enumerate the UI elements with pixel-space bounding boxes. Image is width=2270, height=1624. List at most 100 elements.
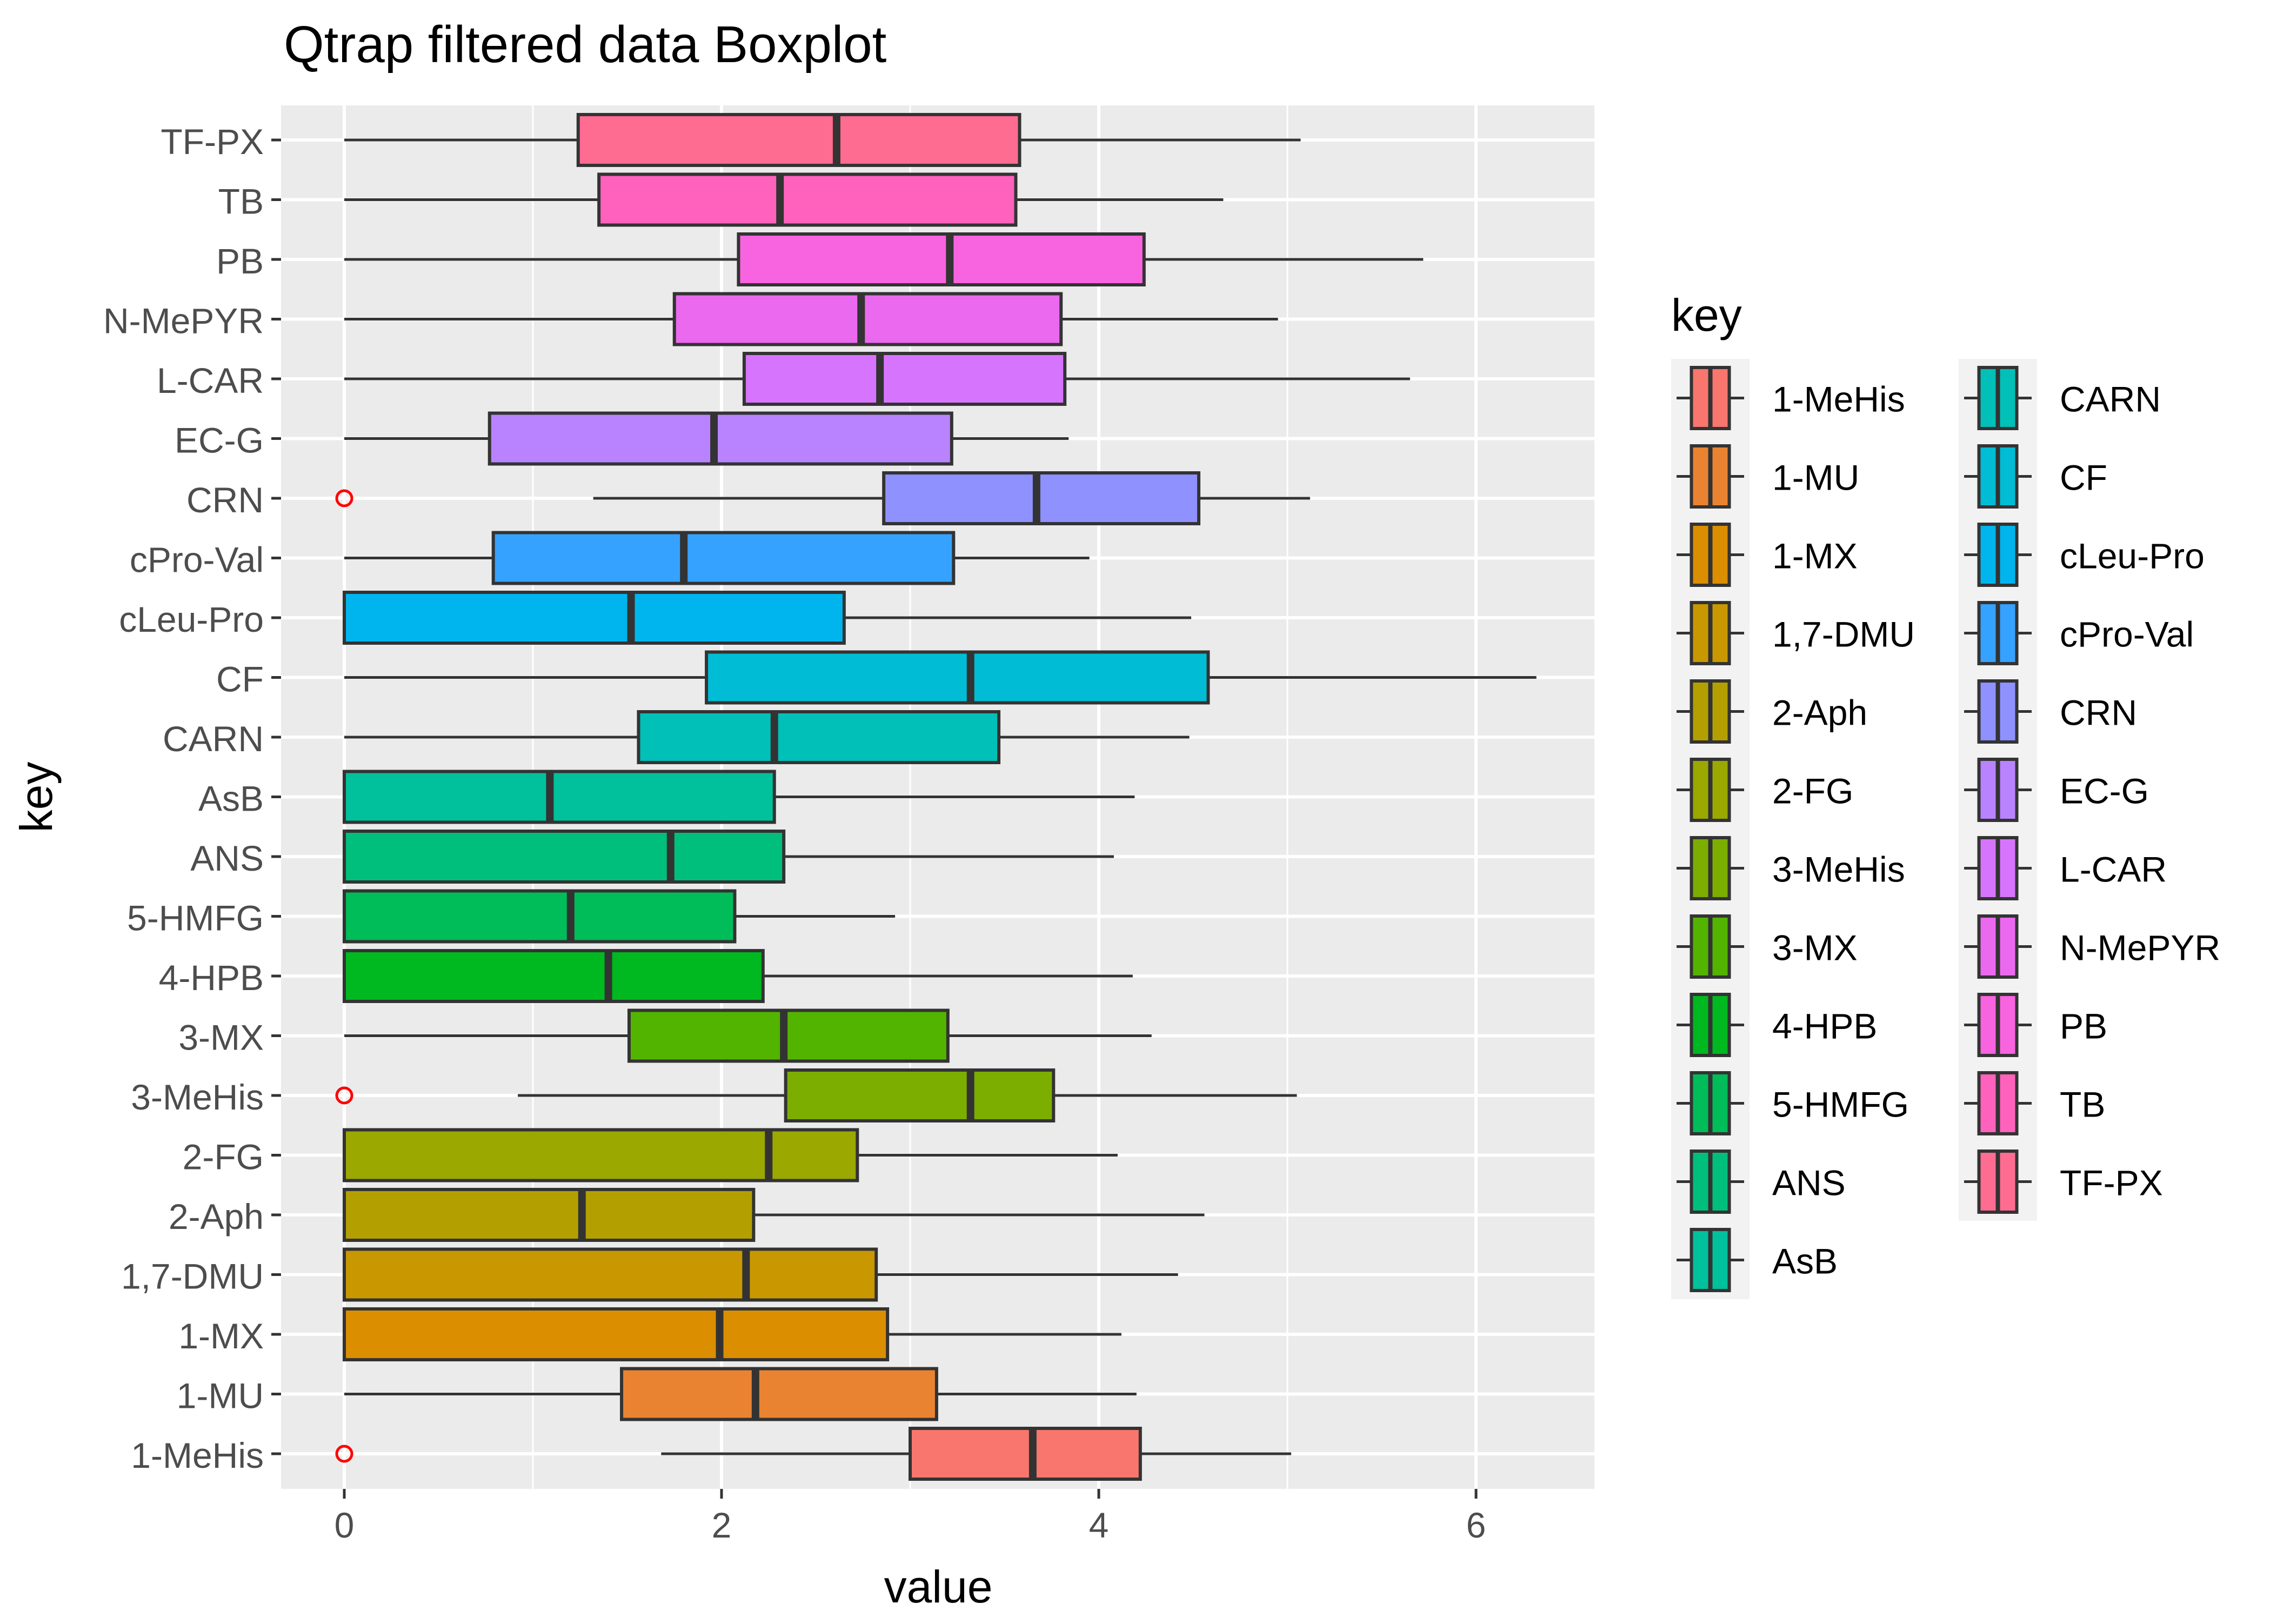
y-tick-label: L-CAR [157,360,264,400]
legend-title: key [1671,290,1742,340]
legend-item-cpro-val: cPro-Val [1964,601,2194,665]
y-tick-label: 3-MeHis [131,1077,264,1117]
box-ans [343,830,1114,884]
legend-label: 3-MeHis [1772,850,1905,890]
legend-label: TF-PX [2060,1163,2163,1203]
legend-label: 4-HPB [1772,1006,1877,1046]
box-1-mehis [335,1427,1291,1481]
legend-item-1-7-dmu: 1,7-DMU [1677,601,1915,665]
outlier-point [335,489,353,507]
box-body [491,531,956,585]
legend-label: 1-MX [1772,536,1858,576]
y-tick-label: 2-FG [183,1137,264,1177]
box-body [597,172,1018,227]
legend-item-3-mehis: 3-MeHis [1677,836,1905,900]
box-pb [344,232,1424,286]
box-crn [335,471,1310,525]
legend-label: CARN [2060,379,2161,419]
legend-item-1-mx: 1-MX [1677,523,1858,587]
box-3-mx [344,1008,1152,1063]
box-body [882,471,1200,525]
x-tick-label: 6 [1466,1505,1486,1545]
box-5-hmfg [343,889,896,944]
legend-item-cf: CF [1964,444,2107,509]
box-body [705,650,1210,705]
box-body [637,710,1001,764]
box-cpro-val [344,531,1090,585]
legend-label: N-MePYR [2060,928,2220,968]
box-3-mehis [335,1068,1297,1122]
legend-item-crn: CRN [1964,679,2137,744]
legend-item-pb: PB [1964,993,2107,1057]
box-body [620,1367,938,1421]
box-2-aph [343,1188,1205,1242]
box-2-fg [343,1128,1118,1182]
y-tick-label: 3-MX [178,1018,264,1058]
box-cleu-pro [343,591,1192,645]
legend-item-3-mx: 3-MX [1677,914,1858,979]
y-tick-label: cPro-Val [130,540,264,580]
legend-label: ANS [1772,1163,1846,1203]
legend-item-2-fg: 2-FG [1677,758,1853,822]
legend-item-carn: CARN [1964,366,2161,430]
outlier-point [335,1086,353,1105]
legend-label: EC-G [2060,771,2149,811]
y-tick-label: N-MePYR [103,301,264,341]
x-tick-label: 0 [335,1505,355,1545]
box-body [488,411,953,466]
y-tick-label: CARN [163,719,264,759]
box-body [343,949,765,1003]
box-tb [344,172,1224,227]
y-tick-label: cLeu-Pro [119,599,264,639]
legend-item-ec-g: EC-G [1964,758,2149,822]
legend: key 1-MeHis 1-MU 1-MX 1,7-DMU 2-Aph 2-FG 3-MeH… [1671,290,2220,1299]
x-axis: 0 2 4 6 [335,1489,1486,1545]
box-body [784,1068,1056,1122]
box-body [343,1307,890,1361]
y-tick-label: EC-G [175,420,264,460]
y-tick-label: 5-HMFG [127,898,264,938]
box-tf-px [344,113,1301,167]
box-4-hpb [343,949,1133,1003]
box-n-mepyr [344,292,1278,346]
y-tick-label: CF [216,659,264,699]
box-l-car [344,352,1410,406]
y-tick-label: 1,7-DMU [121,1257,264,1296]
legend-label: 2-Aph [1772,693,1867,733]
legend-label: L-CAR [2060,850,2167,890]
legend-item-tf-px: TF-PX [1964,1150,2163,1214]
legend-label: CRN [2060,693,2137,733]
x-tick-label: 2 [712,1505,732,1545]
legend-label: 1-MeHis [1772,379,1905,419]
box-body [627,1008,950,1063]
legend-label: AsB [1772,1241,1838,1281]
y-tick-label: 1-MU [177,1376,264,1416]
legend-label: cPro-Val [2060,614,2194,654]
legend-item-5-hmfg: 5-HMFG [1677,1071,1909,1135]
y-tick-label: PB [216,241,264,281]
x-axis-label: value [884,1561,993,1612]
box-ec-g [344,411,1069,466]
legend-label: 2-FG [1772,771,1853,811]
legend-label: TB [2060,1085,2105,1125]
y-tick-label: AsB [198,779,264,819]
legend-item-2-aph: 2-Aph [1677,679,1867,744]
chart-title: Qtrap filtered data Boxplot [284,16,886,73]
box-1-mx [343,1307,1121,1361]
legend-item-1-mu: 1-MU [1677,444,1859,509]
legend-item-tb: TB [1964,1071,2105,1135]
legend-item-l-car: L-CAR [1964,836,2167,900]
legend-label: CF [2060,458,2107,498]
y-tick-label: TB [218,182,264,222]
y-axis: 1-MeHis 1-MU 1-MX 1,7-DMU 2-Aph 2-FG 3-MeHis 3-… [103,122,281,1475]
legend-label: 3-MX [1772,928,1858,968]
box-body [343,889,737,944]
box-1-mu [344,1367,1137,1421]
y-tick-label: 1-MeHis [131,1435,264,1475]
legend-item-1-mehis: 1-MeHis [1677,366,1905,430]
box-body [343,1128,859,1182]
legend-item-cleu-pro: cLeu-Pro [1964,523,2205,587]
y-tick-label: CRN [186,480,264,520]
box-cf [344,650,1537,705]
